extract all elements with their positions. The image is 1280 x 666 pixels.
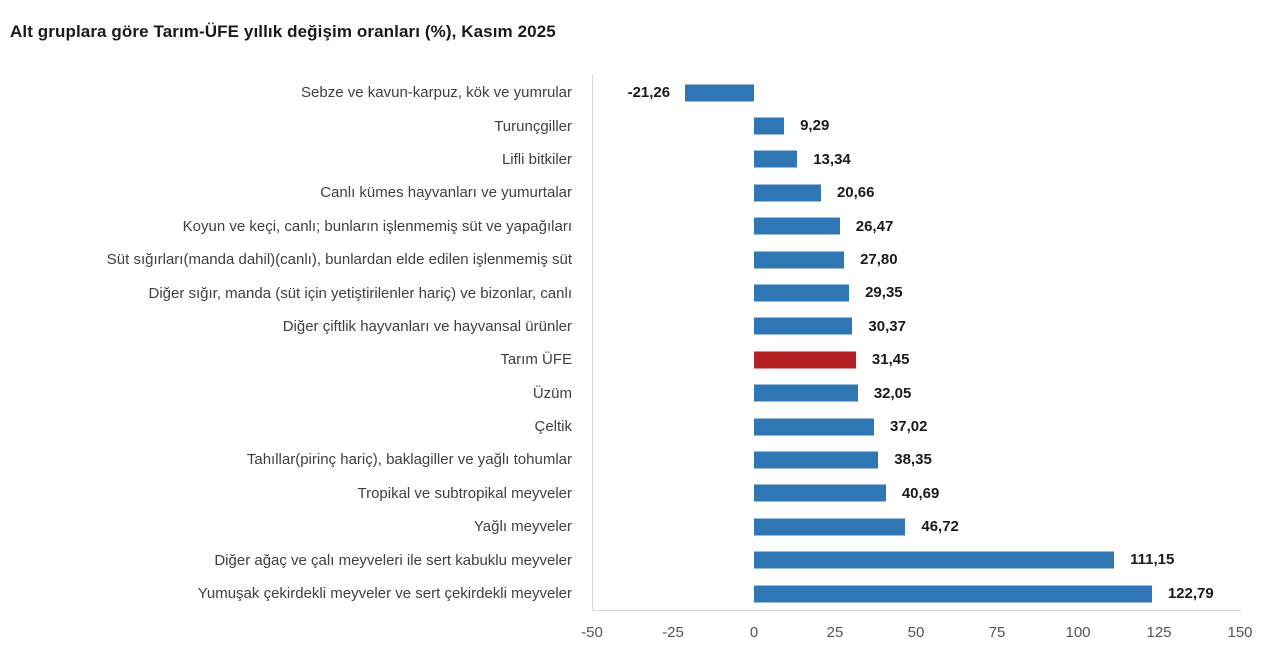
row-plot: 37,02: [592, 410, 1240, 443]
chart-row: Tahıllar(pirinç hariç), baklagiller ve y…: [0, 443, 1280, 476]
row-plot: 30,37: [592, 310, 1240, 343]
chart-row: Süt sığırları(manda dahil)(canlı), bunla…: [0, 243, 1280, 276]
category-label: Diğer çiftlik hayvanları ve hayvansal ür…: [282, 317, 572, 335]
row-plot: 40,69: [592, 477, 1240, 510]
value-label: 111,15: [1130, 551, 1175, 569]
chart-row: Üzüm 32,05: [0, 377, 1280, 410]
value-label: 40,69: [901, 484, 940, 502]
x-tick-label: 150: [1227, 624, 1253, 641]
row-plot: 27,80: [592, 243, 1240, 276]
row-plot: 38,35: [592, 443, 1240, 476]
x-axis-line: [592, 610, 1241, 611]
chart-title: Alt gruplara göre Tarım-ÜFE yıllık değiş…: [10, 22, 556, 41]
bar: [754, 551, 1115, 569]
bar: [754, 117, 785, 135]
bar: [754, 451, 879, 469]
bar: [754, 418, 874, 436]
x-tick-label: -25: [662, 624, 684, 641]
bar: [754, 351, 856, 369]
chart-row: Turunçgiller 9,29: [0, 109, 1280, 142]
bar: [754, 484, 886, 502]
category-label: Diğer sığır, manda (süt için yetiştirile…: [148, 284, 572, 302]
value-label: 26,47: [855, 217, 894, 235]
chart-row: Canlı kümes hayvanları ve yumurtalar 20,…: [0, 176, 1280, 209]
category-label: Tropikal ve subtropikal meyveler: [357, 484, 572, 502]
bar: [754, 384, 858, 402]
bar: [754, 217, 840, 235]
category-label: Lifli bitkiler: [501, 150, 572, 168]
chart-row: Lifli bitkiler 13,34: [0, 143, 1280, 176]
chart-row: Sebze ve kavun-karpuz, kök ve yumrular -…: [0, 76, 1280, 109]
category-label: Koyun ve keçi, canlı; bunların işlenmemi…: [182, 217, 572, 235]
bar: [754, 518, 906, 536]
value-label: 13,34: [813, 150, 851, 168]
category-label: Turunçgiller: [494, 117, 572, 135]
category-label: Süt sığırları(manda dahil)(canlı), bunla…: [106, 251, 572, 269]
bar: [754, 150, 798, 168]
chart-row: Diğer sığır, manda (süt için yetiştirile…: [0, 276, 1280, 309]
x-tick-label: 125: [1146, 624, 1172, 641]
chart-row: Yumuşak çekirdekli meyveler ve sert çeki…: [0, 577, 1280, 610]
row-plot: 29,35: [592, 276, 1240, 309]
bar: [754, 251, 845, 269]
row-plot: -21,26: [592, 76, 1240, 109]
chart-row: Tarım ÜFE 31,45: [0, 343, 1280, 376]
bar-rows: Sebze ve kavun-karpuz, kök ve yumrular -…: [0, 76, 1280, 610]
x-tick-label: 25: [826, 624, 844, 641]
x-tick-label: 0: [749, 624, 759, 641]
x-axis-tick-labels: -50 -25 0 25 50 75 100 125 150: [581, 624, 1252, 646]
category-label: Canlı kümes hayvanları ve yumurtalar: [320, 184, 572, 202]
plot-left-gridline: [592, 74, 593, 610]
category-label: Yağlı meyveler: [473, 518, 572, 536]
value-label: 27,80: [860, 250, 898, 268]
value-label: -21,26: [627, 84, 671, 101]
chart-row: Tropikal ve subtropikal meyveler 40,69: [0, 477, 1280, 510]
x-tick-label: 100: [1065, 624, 1091, 641]
value-label: 37,02: [889, 417, 928, 435]
row-plot: 9,29: [592, 109, 1240, 142]
category-label: Sebze ve kavun-karpuz, kök ve yumrular: [301, 84, 572, 102]
row-plot: 31,45: [592, 343, 1240, 376]
chart-row: Çeltik 37,02: [0, 410, 1280, 443]
value-label: 122,79: [1167, 584, 1214, 602]
category-label: Çeltik: [534, 418, 572, 436]
value-label: 32,05: [873, 384, 912, 402]
chart-row: Koyun ve keçi, canlı; bunların işlenmemi…: [0, 210, 1280, 243]
category-label: Üzüm: [532, 384, 572, 402]
row-plot: 26,47: [592, 210, 1240, 243]
bar: [754, 317, 853, 335]
value-label: 29,35: [865, 284, 903, 302]
value-label: 31,45: [871, 351, 910, 369]
bar: [754, 184, 821, 202]
category-label: Tarım ÜFE: [500, 351, 572, 369]
row-plot: 20,66: [592, 176, 1240, 209]
bar: [754, 585, 1152, 603]
bar: [754, 284, 850, 302]
row-plot: 46,72: [592, 510, 1240, 543]
bar: [685, 84, 754, 102]
value-label: 46,72: [921, 518, 959, 536]
category-label: Diğer ağaç ve çalı meyveleri ile sert ka…: [214, 551, 572, 569]
row-plot: 32,05: [592, 377, 1240, 410]
value-label: 9,29: [800, 117, 830, 135]
value-label: 30,37: [868, 317, 906, 335]
chart-row: Diğer çiftlik hayvanları ve hayvansal ür…: [0, 310, 1280, 343]
value-label: 38,35: [894, 451, 932, 469]
x-tick-label: 75: [988, 624, 1006, 641]
row-plot: 111,15: [592, 543, 1240, 576]
category-label: Yumuşak çekirdekli meyveler ve sert çeki…: [197, 585, 572, 603]
row-plot: 122,79: [592, 577, 1240, 610]
x-tick-label: 50: [907, 624, 925, 641]
chart-row: Yağlı meyveler 46,72: [0, 510, 1280, 543]
chart-row: Diğer ağaç ve çalı meyveleri ile sert ka…: [0, 543, 1280, 576]
x-tick-label: -50: [581, 624, 603, 641]
category-label: Tahıllar(pirinç hariç), baklagiller ve y…: [246, 451, 572, 469]
row-plot: 13,34: [592, 143, 1240, 176]
value-label: 20,66: [836, 184, 875, 202]
